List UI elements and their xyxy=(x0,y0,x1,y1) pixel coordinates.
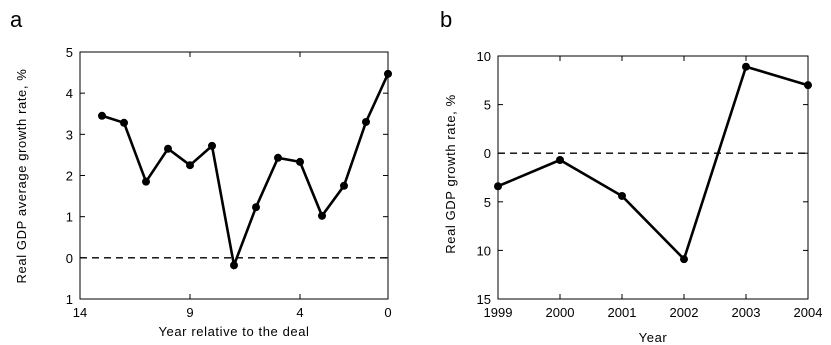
panel-a-series-line xyxy=(101,73,390,271)
panel-b-x-tick-label: 2004 xyxy=(794,305,823,320)
panel-a-data-point xyxy=(230,261,238,270)
panel-b-y-tick-label: 15 xyxy=(477,292,491,307)
panel-a-x-tick-label: 0 xyxy=(384,305,391,320)
panel-a-x-tick-label: 14 xyxy=(73,305,87,320)
panel-a-letter: a xyxy=(10,7,23,32)
panel-a-y-axis-label: Real GDP average growth rate, % xyxy=(14,69,29,284)
panel-b-series-line xyxy=(497,65,809,262)
panel-b-x-axis-label: Year xyxy=(639,330,668,345)
panel-b-x-tick-label: 2002 xyxy=(670,305,699,320)
panel-b-y-tick-label: 0 xyxy=(484,146,491,161)
panel-a-plot-frame xyxy=(79,51,389,300)
panel-a: a 14 9 4 0 1 0 1 2 3 4 5 Year relative to the deal… xyxy=(10,7,392,339)
panel-a-y-tick-label: 1 xyxy=(66,292,73,307)
panel-b-x-tick-label: 1999 xyxy=(484,305,513,320)
panel-b-data-point xyxy=(680,255,688,264)
panel-a-data-point xyxy=(142,177,150,186)
panel-a-y-tick-label: 4 xyxy=(66,86,73,101)
panel-a-data-point xyxy=(296,157,304,166)
panel-a-x-tick-label: 4 xyxy=(296,305,303,320)
panel-b-data-point xyxy=(556,156,564,165)
panel-a-data-point xyxy=(186,161,194,170)
panel-a-data-point xyxy=(318,211,326,220)
panel-a-data-point xyxy=(208,141,216,150)
panel-b-y-tick-label: 5 xyxy=(484,98,491,113)
panel-a-data-point xyxy=(98,111,106,120)
panel-b: b 1999 2000 2001 2002 2003 2004 15 10 5 0 5 10 Year… xyxy=(440,7,822,345)
panel-b-y-tick-label: 5 xyxy=(484,195,491,210)
panel-b-x-tick-label: 2001 xyxy=(608,305,637,320)
panel-b-data-point xyxy=(742,62,750,71)
panel-a-data-point xyxy=(340,181,348,190)
panel-a-x-tick-label: 9 xyxy=(186,305,193,320)
panel-a-y-tick-label: 1 xyxy=(66,210,73,225)
panel-a-y-tick-label: 3 xyxy=(66,127,73,142)
panel-a-y-tick-label: 2 xyxy=(66,169,73,184)
panel-b-x-tick-label: 2000 xyxy=(546,305,575,320)
panel-a-x-axis-label: Year relative to the deal xyxy=(158,324,309,339)
panel-a-data-point xyxy=(362,117,370,126)
panel-b-y-axis-label: Real GDP growth rate, % xyxy=(443,94,458,254)
panel-a-y-tick-label: 5 xyxy=(66,45,73,60)
panel-b-y-tick-label: 10 xyxy=(477,243,491,258)
panel-a-y-tick-label: 0 xyxy=(66,251,73,266)
panel-b-letter: b xyxy=(440,7,452,32)
panel-a-data-point xyxy=(274,153,282,162)
panel-b-x-tick-label: 2003 xyxy=(732,305,761,320)
panel-b-data-point xyxy=(618,191,626,200)
panel-a-data-point xyxy=(252,203,260,212)
panel-b-y-tick-label: 10 xyxy=(477,49,491,64)
panel-b-plot-frame xyxy=(497,55,809,300)
panel-a-data-point xyxy=(164,144,172,153)
panel-a-data-point xyxy=(120,118,128,127)
